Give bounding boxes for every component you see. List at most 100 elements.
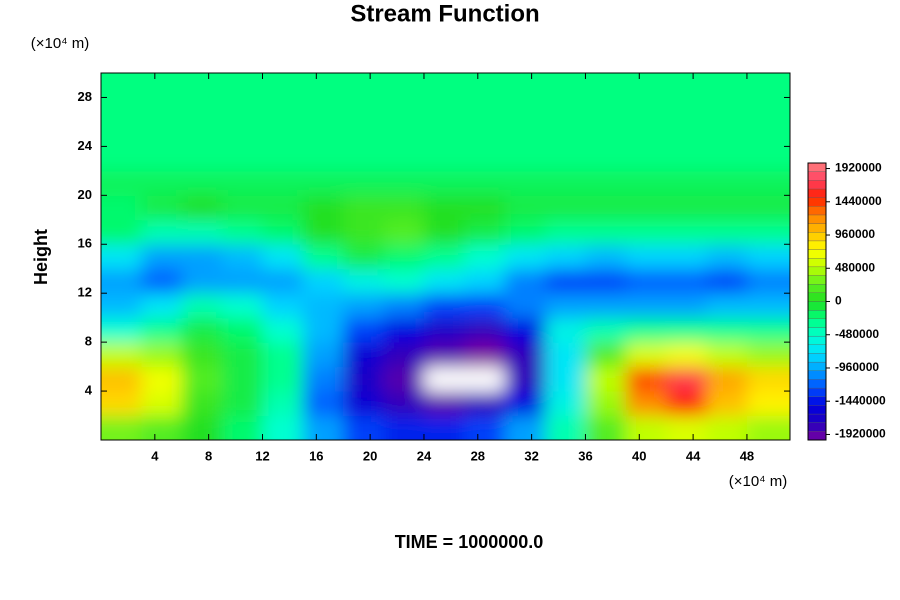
cell <box>302 293 344 319</box>
cell <box>423 391 465 417</box>
colorbar-band <box>807 361 827 371</box>
cell <box>706 268 748 294</box>
cell <box>545 366 586 392</box>
cell <box>585 366 627 392</box>
cell <box>585 146 627 172</box>
colorbar-band <box>807 431 827 441</box>
cell <box>666 73 708 98</box>
cell <box>181 146 223 172</box>
cell <box>181 219 223 245</box>
cell <box>383 391 425 417</box>
cell <box>625 366 667 392</box>
cell <box>545 121 586 147</box>
cell <box>746 366 790 392</box>
cell <box>746 293 790 319</box>
cell <box>706 244 748 270</box>
cell <box>302 366 344 392</box>
colorbar-tick-label: 1440000 <box>835 194 882 208</box>
cell <box>504 121 546 147</box>
cell <box>746 317 790 343</box>
colorbar-band <box>807 318 827 328</box>
x-tick-label: 32 <box>524 448 538 463</box>
cell <box>585 415 627 440</box>
cell <box>423 73 465 98</box>
cell <box>666 268 708 294</box>
cell <box>101 342 142 368</box>
cell <box>302 97 344 123</box>
cell <box>343 73 385 98</box>
cell <box>141 415 183 440</box>
cell <box>222 268 263 294</box>
cell <box>666 97 708 123</box>
cell <box>101 391 142 417</box>
cell <box>423 415 465 440</box>
cell <box>706 219 748 245</box>
colorbar-band <box>807 232 827 242</box>
cell <box>343 268 385 294</box>
cell <box>746 244 790 270</box>
cell <box>585 244 627 270</box>
cell <box>706 317 748 343</box>
cell <box>706 121 748 147</box>
cell <box>302 244 344 270</box>
cell <box>383 146 425 172</box>
colorbar-band <box>807 310 827 319</box>
colorbar-band <box>807 197 827 207</box>
cell <box>383 170 425 196</box>
x-tick-label: 28 <box>471 448 485 463</box>
x-tick-label: 12 <box>255 448 269 463</box>
cell <box>101 170 142 196</box>
cell <box>262 121 304 147</box>
cell <box>666 317 708 343</box>
colorbar-band <box>807 413 827 423</box>
cell <box>222 170 263 196</box>
cell <box>464 73 506 98</box>
cell <box>181 195 223 221</box>
cell <box>423 366 465 392</box>
cell <box>343 146 385 172</box>
colorbar-tick-label: 1920000 <box>835 161 882 175</box>
cell <box>545 293 586 319</box>
cell <box>585 219 627 245</box>
cell <box>585 97 627 123</box>
cell <box>262 317 304 343</box>
cell <box>706 391 748 417</box>
cell <box>181 317 223 343</box>
cell <box>545 268 586 294</box>
y-tick-label: 20 <box>78 187 92 202</box>
cell <box>464 244 506 270</box>
colorbar-tick-label: -960000 <box>835 360 879 374</box>
cell <box>746 415 790 440</box>
cell <box>746 97 790 123</box>
cell <box>666 146 708 172</box>
colorbar-band <box>807 240 827 250</box>
cell <box>262 342 304 368</box>
cell <box>423 121 465 147</box>
cell <box>625 293 667 319</box>
axes: 4 8 12 16 20 24 28 32 36 40 44 48481216202428-19200… <box>78 73 886 463</box>
colorbar-band <box>807 266 827 276</box>
cell <box>343 170 385 196</box>
cell <box>423 268 465 294</box>
cell <box>585 73 627 98</box>
cell <box>666 366 708 392</box>
cell <box>423 170 465 196</box>
cell <box>141 268 183 294</box>
cell <box>746 195 790 221</box>
colorbar-band <box>807 344 827 354</box>
cell <box>101 97 142 123</box>
cell <box>423 293 465 319</box>
colorbar-band <box>807 214 827 224</box>
y-axis-label: Height <box>31 229 51 285</box>
cell <box>666 195 708 221</box>
cell <box>181 97 223 123</box>
cell <box>545 146 586 172</box>
y-tick-label: 16 <box>78 236 92 251</box>
cell <box>464 415 506 440</box>
cell <box>464 121 506 147</box>
cell <box>746 73 790 98</box>
cell <box>141 219 183 245</box>
cell <box>423 244 465 270</box>
field <box>101 73 790 440</box>
cell <box>706 293 748 319</box>
